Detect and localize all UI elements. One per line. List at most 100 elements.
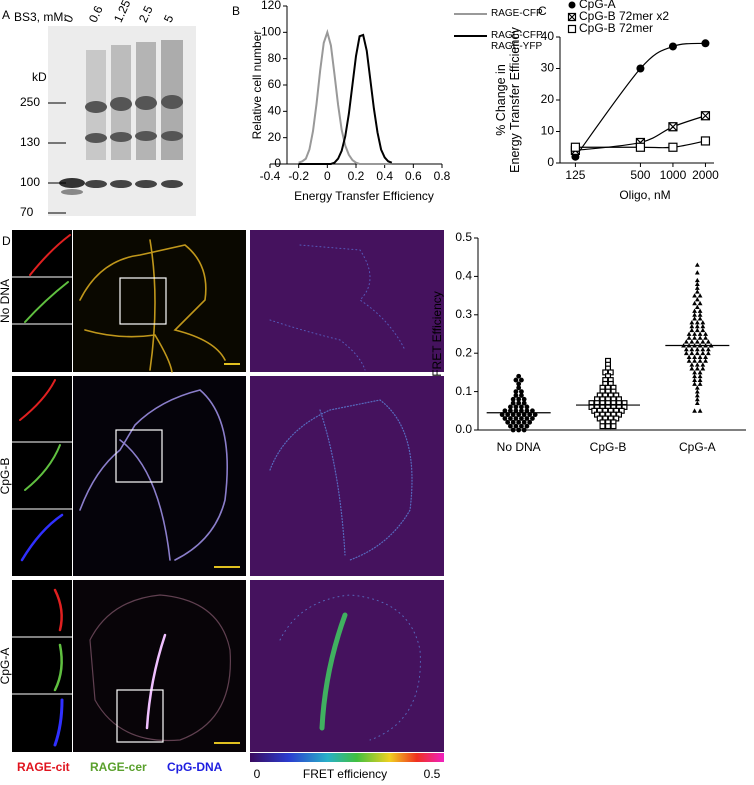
data-point xyxy=(694,389,700,394)
x-tick-label: 2000 xyxy=(692,168,719,182)
data-point xyxy=(524,404,530,410)
data-point xyxy=(516,400,522,406)
y-tick-label: 10 xyxy=(541,124,555,138)
lane-label: 0.6 xyxy=(86,3,106,24)
data-point xyxy=(502,416,508,421)
data-point xyxy=(524,423,530,429)
data-point xyxy=(516,381,522,387)
y-tick-label: 0.4 xyxy=(455,269,472,283)
data-point xyxy=(519,416,524,421)
panel-dividers xyxy=(12,276,72,695)
gel-bands xyxy=(59,40,183,195)
image xyxy=(73,376,246,576)
data-point xyxy=(510,412,516,418)
data-point xyxy=(700,136,711,146)
x-tick-label: -0.2 xyxy=(288,169,309,183)
data-point xyxy=(694,277,700,283)
data-point xyxy=(692,377,697,382)
data-point xyxy=(703,358,708,363)
data-point xyxy=(697,354,703,359)
data-point xyxy=(508,416,513,421)
fret-image xyxy=(250,230,444,372)
x-tick-label: 0.2 xyxy=(348,169,365,183)
data-point xyxy=(694,393,700,398)
data-point xyxy=(683,346,689,352)
legend-marker xyxy=(568,1,576,9)
data-point xyxy=(692,408,697,413)
data-point xyxy=(697,316,703,321)
data-point xyxy=(694,400,700,406)
y-tick-label: 0.0 xyxy=(455,422,472,436)
y-tick-label: 20 xyxy=(541,92,555,106)
colorbar xyxy=(250,753,444,762)
x-tick-label: 0.4 xyxy=(376,169,393,183)
panel-label: C xyxy=(538,4,547,18)
y-tick-label: 80 xyxy=(268,51,282,65)
data-point xyxy=(519,389,524,394)
data-point xyxy=(519,423,524,429)
data-point xyxy=(513,408,519,414)
data-point xyxy=(703,335,708,340)
lane-label: 5 xyxy=(161,12,177,24)
legend-label: CpG-A xyxy=(579,0,616,11)
data-point xyxy=(513,389,519,394)
data-point xyxy=(697,335,703,340)
image xyxy=(73,230,246,372)
data-point xyxy=(694,320,700,325)
data-point xyxy=(692,373,697,379)
data-point xyxy=(692,335,697,340)
data-point xyxy=(692,331,697,336)
marker-label: 130 xyxy=(20,135,40,149)
data-point xyxy=(635,142,646,152)
condition-label: No DNA xyxy=(0,279,12,323)
colorbar-max: 0.5 xyxy=(424,767,441,781)
y-tick-label: 30 xyxy=(541,61,555,75)
legend-label: CpG-B 72mer x2 xyxy=(579,9,669,23)
x-tick-label: 125 xyxy=(565,168,585,182)
fret-image xyxy=(250,376,444,576)
lane-label: 2.5 xyxy=(136,3,156,24)
data-point xyxy=(513,404,519,410)
data-point xyxy=(686,358,692,363)
image xyxy=(12,580,72,752)
channel-label: RAGE-cer xyxy=(90,760,147,774)
data-point xyxy=(527,412,533,418)
data-point xyxy=(694,297,700,302)
data-point xyxy=(521,396,527,402)
data-point xyxy=(692,308,697,313)
data-point xyxy=(697,293,703,298)
data-point xyxy=(697,331,703,336)
legend-label: RAGE-CFP RAGE-YFP xyxy=(491,30,543,52)
y-axis-label: Relative cell number xyxy=(250,31,264,140)
data-point xyxy=(694,396,700,402)
data-point xyxy=(689,362,695,367)
marker-label: 70 xyxy=(20,205,34,219)
cell-outlines xyxy=(19,234,421,747)
data-point xyxy=(700,366,706,371)
y-tick-label: 40 xyxy=(268,104,282,118)
x-axis-label: Energy Transfer Efficiency xyxy=(294,189,434,203)
panel-label: D xyxy=(2,234,11,248)
legend-marker xyxy=(567,12,577,22)
data-point xyxy=(700,339,706,344)
data-point xyxy=(513,393,519,398)
data-point xyxy=(694,270,700,275)
data-point xyxy=(694,346,700,352)
data-point xyxy=(510,396,516,402)
data-point xyxy=(694,339,700,344)
data-point xyxy=(692,358,697,363)
data-point xyxy=(700,362,706,367)
data-point xyxy=(510,427,516,433)
data-point xyxy=(697,308,703,313)
y-tick-label: 40 xyxy=(541,29,555,43)
data-point xyxy=(692,381,697,386)
legend-marker xyxy=(567,24,577,34)
data-point xyxy=(516,427,522,433)
data-point xyxy=(694,281,700,286)
x-axis-label: Oligo, nM xyxy=(619,188,670,202)
data-point xyxy=(697,300,703,306)
data-point xyxy=(604,423,611,430)
x-tick-label: CpG-A xyxy=(679,440,716,454)
gel-unit: kD xyxy=(32,70,47,84)
